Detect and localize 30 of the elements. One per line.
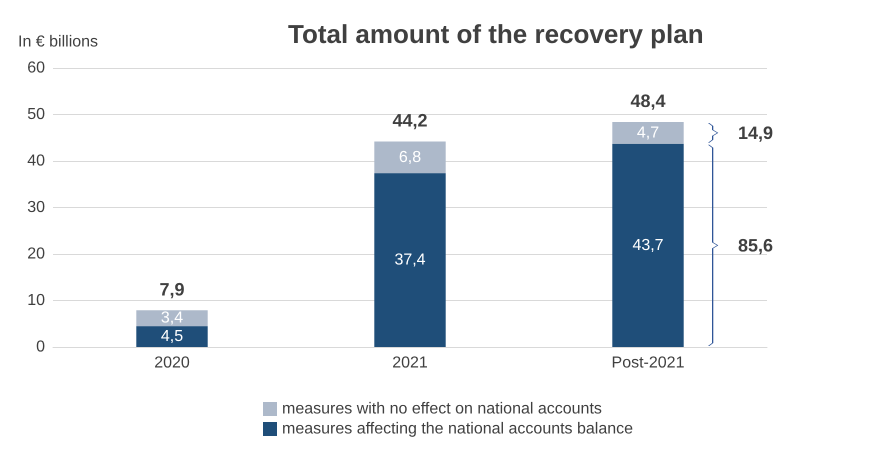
annotation: 14,9 [738,122,774,143]
bar [374,173,446,347]
data-label: 43,7 [632,236,664,254]
total-label: 48,4 [630,90,666,111]
bar [612,122,684,144]
y-axis-title: In € billions [18,34,98,50]
x-tick-label: 2020 [154,354,190,372]
bar [136,326,208,347]
data-label: 37,4 [394,252,426,269]
x-tick-label: 2021 [392,354,428,372]
y-tick-label: 50 [27,106,46,123]
y-tick-label: 30 [27,199,46,216]
total-label: 44,2 [392,110,428,130]
x-tick-label: Post-2021 [612,354,685,372]
y-tick-label: 20 [27,246,46,262]
bar [374,141,446,174]
y-tick-label: 10 [27,292,46,309]
data-label: 6,8 [398,148,422,166]
data-label: 4,5 [160,328,184,346]
legend-label: measures with no effect on national accounts [282,400,602,418]
chart-title: Total amount of the recovery plan [288,19,704,49]
legend-label: measures affecting the national accounts balance [282,420,634,438]
y-tick-label: 40 [27,152,46,170]
bar [612,144,684,347]
total-label: 7,9 [159,279,185,300]
data-label: 3,4 [160,310,184,327]
annotation: 85,6 [738,235,774,256]
y-tick-label: 0 [36,338,46,356]
y-tick-label: 60 [27,60,46,76]
data-label: 4,7 [636,124,660,142]
